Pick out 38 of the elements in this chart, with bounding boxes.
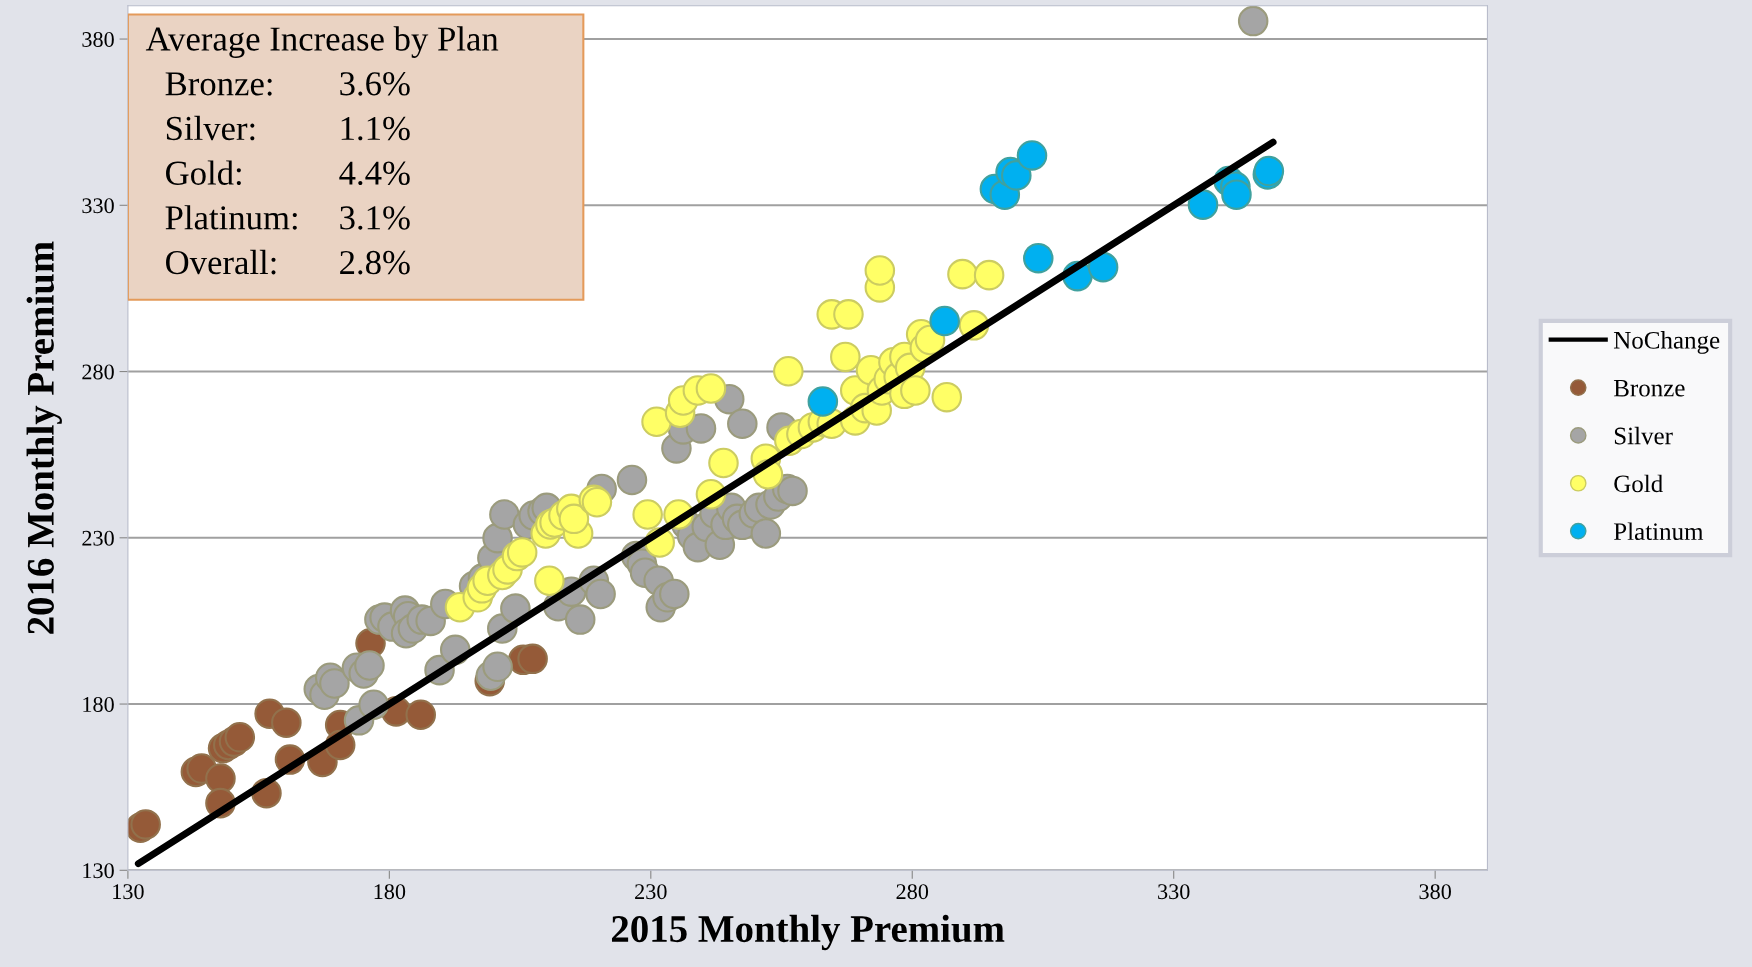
- point: [405, 699, 436, 730]
- y-tick-label: 380: [82, 31, 114, 47]
- y-tick-label: 180: [83, 696, 114, 712]
- point: [1016, 140, 1048, 171]
- legend-label: NoChange: [1613, 331, 1720, 354]
- x-tick-label: 130: [113, 884, 144, 900]
- point: [1187, 189, 1219, 220]
- x-tick-label: 180: [374, 884, 406, 900]
- y-tick-label: 230: [82, 530, 114, 546]
- y-tick-label: 330: [82, 198, 114, 214]
- point: [205, 763, 236, 794]
- y-axis-title: 2016 Monthly Premium: [26, 241, 62, 634]
- x-tick-label: 280: [896, 884, 929, 900]
- point: [271, 707, 302, 738]
- legend-label: Silver: [1614, 426, 1673, 445]
- text: Gold: 4.4%: [166, 160, 410, 186]
- point: [807, 386, 839, 417]
- point: [1023, 242, 1054, 274]
- y-tick-label: 280: [82, 364, 114, 380]
- x-axis-title: 2015 Monthly Premium: [611, 914, 1005, 951]
- text: Platinum: 3.1%: [165, 205, 410, 230]
- x-tick-label: 330: [1158, 884, 1190, 900]
- legend-label: Platinum: [1613, 522, 1704, 541]
- legend-label: Bronze: [1613, 379, 1685, 397]
- point: [1001, 160, 1032, 191]
- text: Silver: 1.1%: [166, 115, 410, 141]
- text: Bronze: 3.6%: [165, 72, 410, 96]
- point: [929, 305, 960, 337]
- legend-label: Gold: [1614, 474, 1663, 493]
- x-tick-label: 380: [1419, 884, 1451, 900]
- point: [1221, 179, 1252, 210]
- point: [517, 643, 548, 675]
- y-tick-label: 130: [83, 863, 114, 879]
- point: [1087, 251, 1119, 283]
- annotation: Average Increase by Plan: [145, 26, 499, 58]
- point: [224, 722, 256, 753]
- text: Overall: 2.8%: [166, 249, 410, 275]
- x-tick-label: 230: [635, 884, 667, 900]
